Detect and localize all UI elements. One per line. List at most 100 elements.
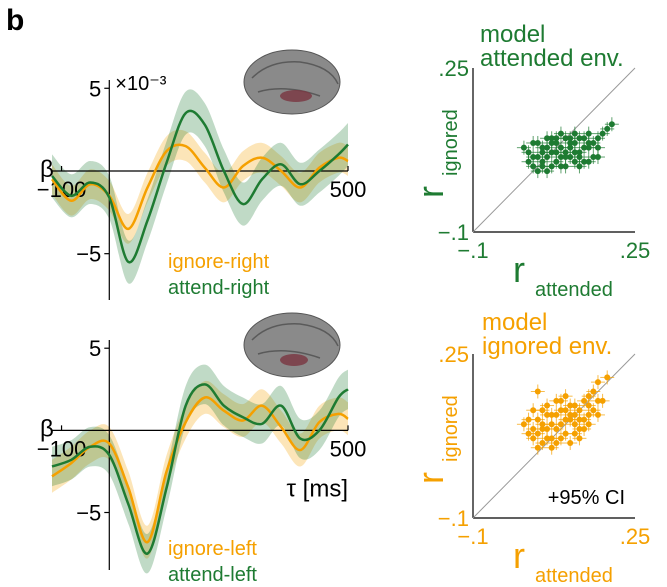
y-tick-label: −5	[76, 501, 101, 526]
identity-line	[472, 353, 636, 519]
scatter-point	[576, 407, 583, 414]
scatter-point	[562, 430, 569, 437]
scatter-point	[585, 402, 592, 409]
y-tick-label: −5	[76, 242, 101, 267]
scatter-point	[608, 121, 615, 128]
scatter-point	[585, 411, 592, 418]
scatter-point	[571, 158, 578, 165]
scatter-point	[604, 374, 611, 381]
panel-label: b	[6, 4, 24, 37]
scatter-point	[553, 397, 560, 404]
legend-attend-right: attend-right	[168, 277, 270, 299]
scatter-point	[553, 425, 560, 432]
exponent-label: ×10⁻³	[115, 73, 166, 95]
scatter-point	[571, 421, 578, 428]
x-tick-label: .25	[620, 238, 651, 263]
scatter-point	[562, 416, 569, 423]
scatter-point	[530, 435, 537, 442]
scatter-point	[557, 130, 564, 137]
series-line-attend-left	[51, 383, 349, 555]
scatter-point	[553, 149, 560, 156]
scatter-point	[594, 144, 601, 151]
scatter-point	[539, 407, 546, 414]
scatter-point	[567, 135, 574, 142]
scatter-point	[539, 440, 546, 447]
scatter-point	[530, 425, 537, 432]
brain-icon-top	[243, 49, 341, 115]
scatter-point	[539, 149, 546, 156]
scatter-point	[548, 421, 555, 428]
y-axis-label: r ignored	[410, 395, 462, 484]
scatter-point	[585, 130, 592, 137]
scatter-point	[544, 435, 551, 442]
scatter-point	[544, 154, 551, 161]
scatter-point	[548, 163, 555, 170]
scatter-point	[576, 154, 583, 161]
x-axis-label-sub: attended	[535, 565, 613, 587]
scatter-point	[585, 158, 592, 165]
scatter-point	[553, 158, 560, 165]
x-tick-label: −.1	[457, 238, 488, 263]
y-axis-label-main: r	[410, 186, 451, 198]
identity-line	[472, 67, 636, 233]
scatter-point	[571, 130, 578, 137]
scatter-point	[534, 444, 541, 451]
y-tick-label: −.1	[438, 506, 469, 531]
scatter-point	[525, 416, 532, 423]
scatter-point	[530, 163, 537, 170]
scatter-point	[604, 125, 611, 132]
scatter-point	[557, 407, 564, 414]
scatter-point	[576, 135, 583, 142]
scatter-point	[594, 411, 601, 418]
scatter-point	[590, 407, 597, 414]
scatter-point	[581, 425, 588, 432]
scatter-point	[520, 144, 527, 151]
scatter-point	[539, 425, 546, 432]
legend-ignore-right: ignore-right	[168, 251, 270, 273]
y-axis-label: β	[40, 156, 54, 183]
chart-title-line: ignored env.	[482, 333, 612, 360]
legend-attend-left: attend-left	[168, 564, 257, 586]
ci-legend: +95% CI	[548, 487, 625, 509]
series-line-ignore-left	[51, 396, 349, 544]
scatter-point	[525, 158, 532, 165]
scatter-point	[567, 440, 574, 447]
y-tick-label: −.1	[438, 220, 469, 245]
scatter-point	[571, 411, 578, 418]
scatter-point	[576, 163, 583, 170]
scatter-point	[585, 393, 592, 400]
scatter-point	[590, 388, 597, 395]
ci-band-attend-right	[52, 89, 348, 284]
x-tick-label: .25	[620, 524, 651, 549]
legend-ignore-left: ignore-left	[168, 538, 257, 560]
scatter-point	[585, 139, 592, 146]
scatter-point	[525, 149, 532, 156]
scatter-point	[557, 144, 564, 151]
scatter-point	[534, 139, 541, 146]
scatter-point	[534, 416, 541, 423]
scatter-point	[553, 440, 560, 447]
scatter-point	[548, 411, 555, 418]
ci-band-ignore-left	[52, 380, 348, 559]
chart-title-line: model	[480, 21, 545, 48]
scatter-point	[562, 154, 569, 161]
y-tick-label: .25	[438, 342, 469, 367]
series-line-attend-right	[51, 109, 349, 264]
y-axis-label: r ignored	[410, 109, 462, 198]
chart-title-line: model	[482, 309, 547, 336]
scatter-point	[581, 144, 588, 151]
y-axis-label-sub: ignored	[440, 109, 462, 176]
scatter-point	[594, 135, 601, 142]
y-tick-label: .25	[438, 56, 469, 81]
x-axis-label-main: r	[513, 249, 525, 290]
x-tick-label: 500	[330, 436, 367, 461]
x-axis-label: τ [ms]	[287, 475, 348, 502]
scatter-point	[562, 393, 569, 400]
x-axis-label-main: r	[513, 535, 525, 576]
y-axis-label: β	[40, 415, 54, 442]
scatter-point	[553, 135, 560, 142]
y-tick-label: 5	[89, 336, 101, 361]
